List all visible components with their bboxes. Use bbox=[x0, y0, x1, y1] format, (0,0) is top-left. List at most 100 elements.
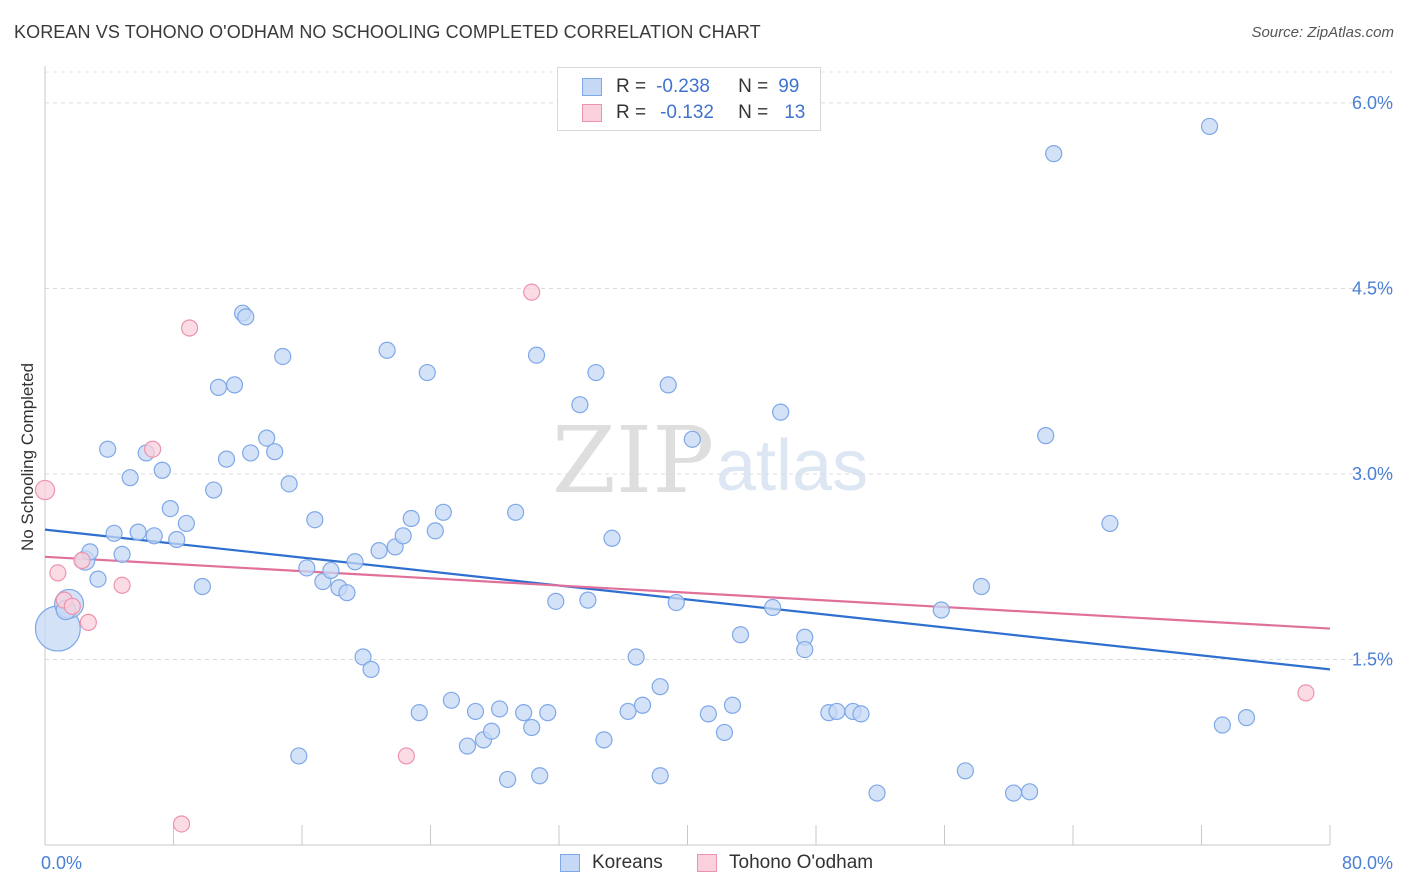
korean-point bbox=[1200, 117, 1219, 136]
source-label: Source: ZipAtlas.com bbox=[1251, 24, 1394, 41]
korean-point bbox=[434, 503, 452, 521]
korean-point bbox=[972, 577, 991, 596]
tohono-point bbox=[144, 440, 162, 458]
korean-point bbox=[659, 376, 677, 394]
korean-point bbox=[402, 509, 420, 528]
korean-point bbox=[1045, 145, 1063, 163]
korean-point bbox=[1021, 783, 1039, 801]
korean-point bbox=[466, 702, 485, 721]
korean-point bbox=[627, 648, 645, 666]
korean-point bbox=[772, 403, 790, 421]
korean-point bbox=[290, 747, 308, 765]
korean-point bbox=[105, 524, 123, 542]
korean-point bbox=[796, 640, 814, 659]
korean-point bbox=[482, 722, 501, 740]
korean-point bbox=[619, 702, 637, 721]
korean-point bbox=[266, 443, 284, 461]
korean-point bbox=[715, 723, 734, 742]
series-legend-tohono[interactable]: Tohono O'odham bbox=[697, 852, 873, 874]
korean-point bbox=[1004, 784, 1023, 802]
legend-n-label: N = bbox=[738, 76, 769, 97]
x-tick-label: 0.0% bbox=[41, 853, 82, 873]
korean-point bbox=[298, 559, 316, 577]
korean-point bbox=[121, 469, 139, 487]
tohono-point bbox=[180, 319, 199, 337]
tohono-point bbox=[523, 283, 541, 301]
legend-swatch-koreans bbox=[582, 78, 602, 96]
series-legend: Koreans Tohono O'odham bbox=[0, 852, 1406, 876]
legend-r-label: R = bbox=[616, 102, 647, 123]
tohono-point bbox=[172, 815, 191, 833]
legend-n-value: 13 bbox=[784, 102, 806, 123]
korean-point bbox=[153, 461, 171, 479]
series-swatch-koreans bbox=[560, 854, 580, 872]
series-label-koreans: Koreans bbox=[592, 852, 663, 873]
tohono-trend-line bbox=[44, 555, 1331, 630]
series-legend-koreans[interactable]: Koreans bbox=[560, 852, 663, 874]
korean-point bbox=[531, 767, 549, 785]
korean-point bbox=[418, 363, 436, 382]
korean-point bbox=[723, 696, 742, 714]
korean-point bbox=[699, 705, 717, 723]
korean-point bbox=[651, 767, 669, 785]
watermark: ZIP atlas bbox=[552, 407, 868, 514]
tohono-point bbox=[1297, 684, 1315, 702]
data-points bbox=[34, 117, 1315, 833]
tohono-point bbox=[79, 613, 97, 631]
korean-point bbox=[225, 376, 244, 394]
korean-point bbox=[338, 584, 356, 602]
korean-point bbox=[828, 702, 846, 721]
tohono-point bbox=[63, 597, 81, 615]
korean-point bbox=[280, 475, 298, 493]
legend-row-tohono: R = -0.132 N = 13 bbox=[582, 101, 805, 125]
korean-point bbox=[346, 553, 364, 571]
chart-title: KOREAN VS TOHONO O'ODHAM NO SCHOOLING CO… bbox=[14, 22, 761, 42]
legend-r-label: R = bbox=[616, 76, 647, 97]
korean-point bbox=[161, 499, 179, 518]
korean-point bbox=[1101, 514, 1119, 533]
tohono-point bbox=[113, 576, 131, 594]
y-tick-label: 6.0% bbox=[1352, 93, 1393, 113]
stats-legend: R = -0.238 N = 99 R = -0.132 N = 13 bbox=[557, 67, 821, 131]
trend-lines bbox=[44, 528, 1331, 671]
korean-point bbox=[539, 704, 557, 722]
korean-point bbox=[258, 429, 276, 447]
korean-point bbox=[442, 691, 460, 709]
legend-swatch-tohono bbox=[582, 104, 602, 122]
korean-point bbox=[571, 396, 589, 414]
korean-trend-line bbox=[44, 528, 1331, 671]
korean-point bbox=[237, 308, 255, 326]
korean-point bbox=[1237, 709, 1256, 727]
korean-point bbox=[1037, 427, 1055, 445]
korean-point bbox=[354, 648, 372, 666]
axes bbox=[44, 66, 1331, 846]
korean-point bbox=[731, 626, 750, 644]
watermark-zip: ZIP bbox=[552, 407, 714, 514]
korean-point bbox=[507, 503, 525, 521]
korean-point bbox=[274, 347, 292, 366]
korean-point bbox=[145, 527, 163, 545]
legend-r-value: -0.132 bbox=[660, 102, 714, 123]
korean-point bbox=[129, 523, 147, 541]
korean-point bbox=[362, 660, 380, 678]
korean-point bbox=[515, 704, 533, 722]
korean-point bbox=[868, 784, 886, 802]
korean-point bbox=[683, 430, 701, 448]
tohono-point bbox=[73, 551, 91, 570]
tohono-point bbox=[397, 747, 416, 765]
tohono-point bbox=[49, 564, 67, 582]
korean-point bbox=[490, 700, 509, 718]
legend-row-koreans: R = -0.238 N = 99 bbox=[582, 75, 799, 99]
korean-point bbox=[306, 511, 324, 529]
korean-point bbox=[932, 601, 950, 619]
korean-point bbox=[177, 514, 195, 533]
korean-point bbox=[667, 593, 685, 612]
legend-r-value: -0.238 bbox=[656, 76, 710, 97]
watermark-atlas: atlas bbox=[716, 426, 868, 506]
korean-point bbox=[633, 696, 652, 714]
korean-point bbox=[209, 378, 228, 396]
gridlines bbox=[45, 71, 1392, 660]
korean-point bbox=[587, 363, 605, 382]
korean-point bbox=[595, 731, 613, 749]
